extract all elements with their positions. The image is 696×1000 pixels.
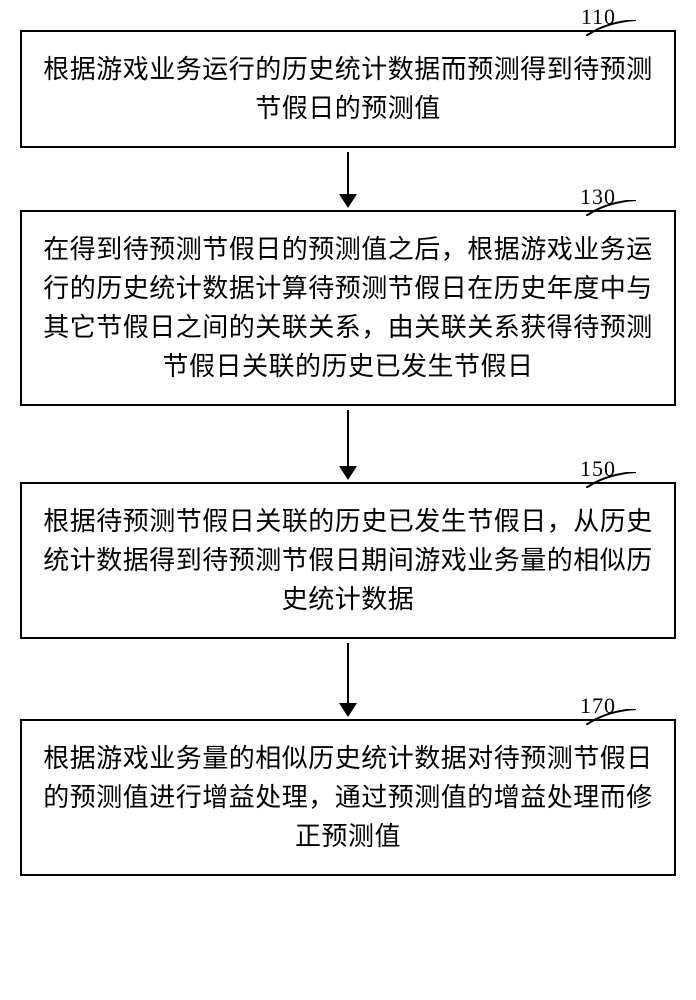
- arrow: [339, 152, 357, 208]
- step-label: 150: [580, 456, 616, 482]
- arrow-head: [339, 466, 357, 480]
- arrow-head: [339, 703, 357, 717]
- step-box: 根据待预测节假日关联的历史已发生节假日，从历史统计数据得到待预测节假日期间游戏业…: [20, 482, 676, 639]
- step-130: 130 在得到待预测节假日的预测值之后，根据游戏业务运行的历史统计数据计算待预测…: [20, 210, 676, 406]
- step-box: 根据游戏业务量的相似历史统计数据对待预测节假日的预测值进行增益处理，通过预测值的…: [20, 719, 676, 876]
- step-label: 110: [581, 4, 616, 30]
- step-label: 130: [580, 184, 616, 210]
- step-label: 170: [580, 693, 616, 719]
- arrow: [339, 410, 357, 480]
- step-150: 150 根据待预测节假日关联的历史已发生节假日，从历史统计数据得到待预测节假日期…: [20, 482, 676, 639]
- arrow-head: [339, 194, 357, 208]
- step-110: 110 根据游戏业务运行的历史统计数据而预测得到待预测节假日的预测值: [20, 30, 676, 148]
- step-box: 根据游戏业务运行的历史统计数据而预测得到待预测节假日的预测值: [20, 30, 676, 148]
- arrow-line: [347, 152, 349, 194]
- step-box: 在得到待预测节假日的预测值之后，根据游戏业务运行的历史统计数据计算待预测节假日在…: [20, 210, 676, 406]
- arrow: [339, 643, 357, 717]
- flowchart-container: 110 根据游戏业务运行的历史统计数据而预测得到待预测节假日的预测值 130 在…: [20, 30, 676, 876]
- arrow-line: [347, 643, 349, 703]
- step-170: 170 根据游戏业务量的相似历史统计数据对待预测节假日的预测值进行增益处理，通过…: [20, 719, 676, 876]
- arrow-line: [347, 410, 349, 466]
